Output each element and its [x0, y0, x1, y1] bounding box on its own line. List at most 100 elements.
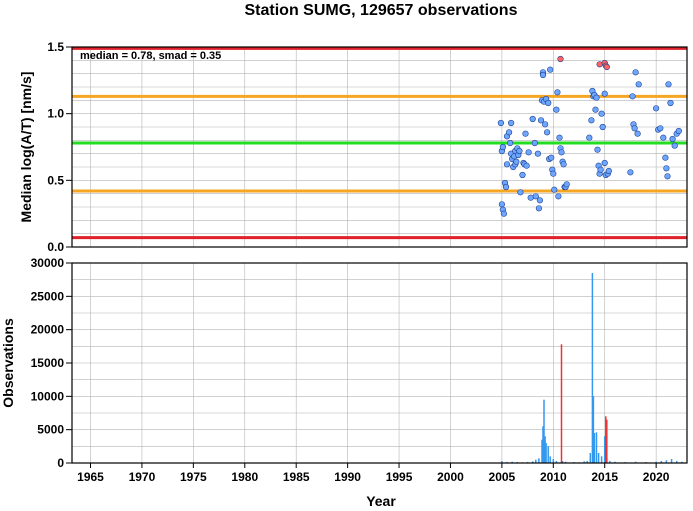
point-s0-95	[665, 81, 672, 88]
point-s0-0	[497, 119, 505, 127]
bottom-grid	[72, 263, 687, 463]
bottom-ytick-label-2: 10000	[31, 389, 65, 403]
point-s0-81	[627, 169, 634, 176]
point-s0-51	[551, 186, 558, 193]
point-s0-8	[503, 161, 511, 168]
top-grid	[72, 47, 687, 247]
point-s0-70	[594, 146, 601, 153]
point-s1-4	[603, 63, 610, 71]
point-s0-54	[555, 193, 562, 200]
x-axis-label: Year	[366, 493, 396, 509]
point-s0-73	[597, 166, 604, 173]
point-s0-93	[663, 165, 670, 172]
point-s0-69	[593, 94, 600, 101]
bottom-y-axis-label: Observations	[0, 318, 16, 408]
top-points	[497, 55, 682, 217]
xtick-label-1: 1970	[129, 470, 156, 484]
xtick-label-8: 2005	[489, 470, 516, 484]
point-s0-13	[508, 119, 515, 127]
point-s0-90	[657, 125, 664, 132]
point-s0-5	[500, 210, 508, 217]
top-panel: median = 0.78, smad = 0.35 0.00.51.01.5 …	[18, 40, 688, 254]
point-s0-36	[536, 197, 544, 204]
point-s0-33	[532, 193, 539, 200]
point-s1-0	[557, 55, 564, 63]
point-s0-92	[662, 154, 669, 161]
point-s1-1	[596, 61, 603, 68]
xtick-label-4: 1985	[283, 470, 310, 484]
point-s0-2	[499, 143, 507, 151]
point-s0-84	[631, 125, 638, 132]
point-s0-45	[545, 99, 552, 107]
point-s0-42	[541, 121, 549, 128]
point-s0-37	[537, 117, 545, 124]
bottom-y-ticks: 0 5000 10000 15000 20000 25000 30000	[31, 256, 72, 470]
top-ytick-label-3: 1.5	[47, 40, 64, 54]
bottom-x-ticks: 1965 1970 1975 1980 1985 1990 1995 2000 2005 2010…	[77, 463, 670, 484]
median-annotation: median = 0.78, smad = 0.35	[80, 50, 221, 62]
point-s0-64	[588, 117, 595, 124]
bottom-ytick-label-5: 25000	[31, 289, 65, 303]
bottom-bars	[501, 273, 683, 463]
point-s0-98	[671, 142, 678, 149]
bottom-ytick-label-3: 15000	[31, 356, 65, 370]
xtick-label-11: 2020	[643, 470, 670, 484]
point-s0-55	[556, 134, 563, 141]
xtick-label-0: 1965	[77, 470, 104, 484]
point-s0-100	[675, 127, 682, 135]
top-frame	[71, 46, 688, 248]
top-y-axis-label: Median log(A/T) [nm/s]	[18, 72, 34, 223]
point-s0-77	[601, 159, 608, 167]
point-s0-59	[560, 161, 567, 168]
xtick-label-7: 2000	[437, 470, 464, 484]
point-s0-62	[563, 181, 570, 188]
point-s0-29	[525, 149, 532, 156]
point-s0-34	[534, 150, 542, 157]
xtick-label-5: 1990	[334, 470, 361, 484]
xtick-label-10: 2015	[591, 470, 618, 484]
point-s0-10	[506, 129, 513, 136]
point-s0-28	[523, 162, 530, 169]
point-s0-85	[632, 69, 639, 76]
point-s0-75	[599, 123, 606, 131]
xtick-label-3: 1980	[231, 470, 258, 484]
point-s0-80	[605, 167, 612, 175]
point-s0-76	[601, 90, 608, 97]
xtick-label-9: 2010	[540, 470, 567, 484]
point-s0-7	[502, 183, 510, 191]
point-s0-68	[592, 106, 599, 113]
point-s0-82	[629, 93, 636, 100]
point-s0-53	[554, 89, 561, 96]
point-s0-52	[553, 106, 560, 113]
point-s0-3	[498, 201, 506, 208]
point-s0-31	[529, 115, 536, 123]
xtick-label-6: 1995	[386, 470, 413, 484]
point-s0-32	[531, 139, 538, 147]
point-s0-27	[522, 130, 529, 137]
point-s0-91	[660, 134, 667, 141]
point-s0-30	[527, 194, 534, 201]
point-s0-35	[535, 205, 543, 212]
bottom-ytick-label-4: 20000	[31, 323, 65, 337]
point-s0-24	[519, 171, 526, 179]
point-s0-19	[513, 158, 520, 165]
point-s0-40	[539, 71, 547, 79]
chart-title: Station SUMG, 129657 observations	[245, 2, 518, 19]
point-s0-74	[598, 110, 605, 117]
point-s0-22	[516, 147, 523, 155]
point-s0-44	[543, 129, 551, 136]
point-s0-63	[586, 134, 593, 141]
point-s0-97	[669, 135, 676, 143]
point-s0-88	[652, 105, 660, 112]
point-s0-96	[667, 99, 674, 107]
bottom-ytick-label-1: 5000	[37, 423, 64, 437]
top-ytick-label-2: 1.0	[47, 107, 64, 121]
point-s0-57	[558, 149, 565, 156]
point-s0-11	[507, 139, 514, 147]
bottom-ytick-label-0: 0	[57, 456, 64, 470]
point-s0-23	[517, 189, 524, 196]
point-s0-47	[547, 66, 554, 73]
top-ytick-label-0: 0.0	[47, 240, 64, 254]
